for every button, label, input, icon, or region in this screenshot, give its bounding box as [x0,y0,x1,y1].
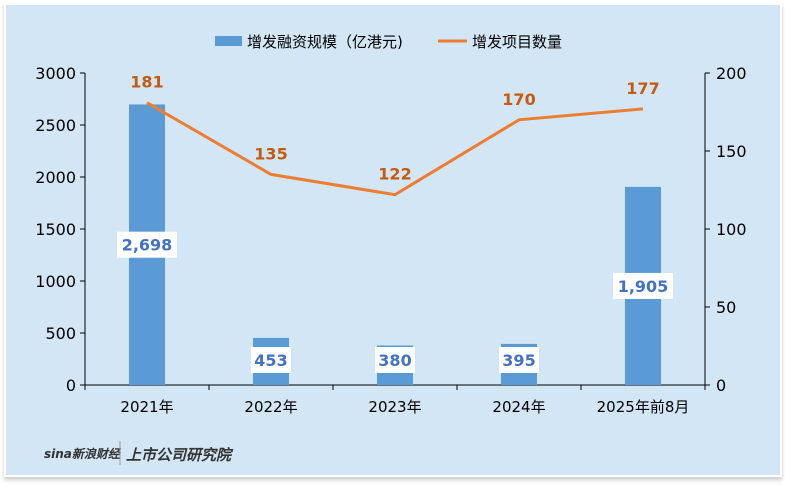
bar-label-box [117,231,177,258]
line-data-label: 135 [254,144,287,163]
right-tick-label: 100 [716,220,747,239]
line-data-label: 122 [378,165,411,184]
line-data-label: 177 [626,79,659,98]
bar-label-box [499,347,539,373]
bar-data-label: 2,698 [122,236,173,255]
left-tick-label: 500 [45,324,76,343]
line-data-label: 181 [130,73,163,92]
right-tick-label: 150 [716,142,747,161]
right-tick-label: 50 [716,298,736,317]
x-tick-label: 2021年 [120,398,173,416]
x-tick-label: 2023年 [368,398,421,416]
right-tick-label: 200 [716,64,747,83]
x-tick-label: 2025年前8月 [597,398,690,416]
institute-logo: 上市公司研究院 [126,446,234,464]
line-series [146,101,644,197]
bar-data-label: 1,905 [618,277,669,296]
bar-data-label: 395 [502,351,535,370]
sina-logo: sina新浪财经 [44,447,122,461]
bar-label-box [613,272,673,299]
left-tick-label: 0 [66,376,76,395]
bar-label-box [251,347,291,373]
legend-bar-label: 增发融资规模（亿港元) [247,33,403,51]
right-tick-label: 0 [716,376,726,395]
bar-data-label: 453 [254,351,287,370]
line-data-label: 170 [502,90,535,109]
left-tick-label: 3000 [35,64,76,83]
left-tick-label: 2000 [35,168,76,187]
bar-data-label: 380 [378,351,411,370]
bar-label-box [375,347,415,373]
left-tick-label: 1500 [35,220,76,239]
left-tick-label: 2500 [35,116,76,135]
left-tick-label: 1000 [35,272,76,291]
legend-line-label: 增发项目数量 [472,33,562,51]
x-tick-label: 2024年 [492,398,545,416]
x-tick-label: 2022年 [244,398,297,416]
legend-bar-swatch [215,36,242,46]
